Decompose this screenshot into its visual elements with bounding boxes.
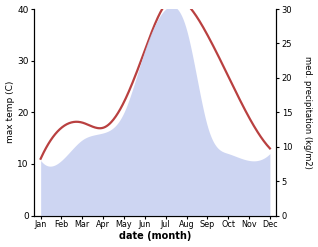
X-axis label: date (month): date (month): [119, 231, 191, 242]
Y-axis label: max temp (C): max temp (C): [5, 81, 15, 144]
Y-axis label: med. precipitation (kg/m2): med. precipitation (kg/m2): [303, 56, 313, 169]
